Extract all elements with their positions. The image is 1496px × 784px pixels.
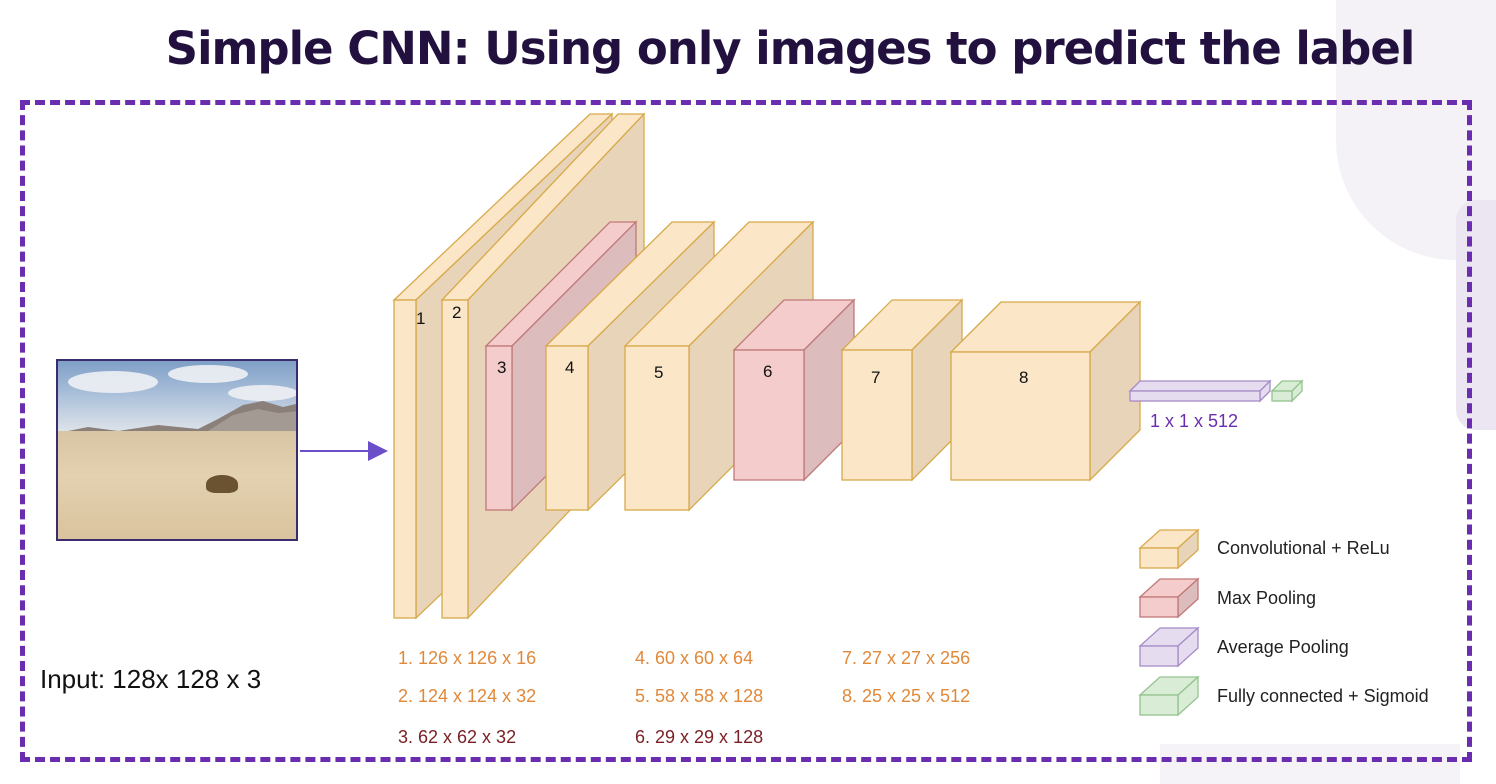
legend-icon-avg — [1138, 626, 1200, 668]
layer-1-number: 1 — [416, 309, 425, 328]
fully-connected-output — [1270, 379, 1304, 403]
layer-8-number: 8 — [1019, 368, 1028, 387]
layer-6-block — [732, 298, 856, 482]
average-pooling-vector-front-face — [1129, 390, 1261, 402]
legend-icon-fc — [1138, 675, 1200, 717]
legend-icon-conv-front-face — [1139, 547, 1179, 569]
layer-6-block-front-face — [733, 349, 805, 481]
dimension-label-8: 8. 25 x 25 x 512 — [842, 686, 971, 706]
fully-connected-output-front-face — [1271, 390, 1293, 402]
layer-5-number: 5 — [654, 363, 663, 382]
input-image — [56, 359, 298, 541]
dimension-label-1: 1. 126 x 126 x 16 — [398, 648, 537, 668]
input-size-label: Input: 128x 128 x 3 — [40, 664, 262, 694]
dimension-label-3: 3. 62 x 62 x 32 — [398, 727, 517, 747]
dimension-label-4: 4. 60 x 60 x 64 — [635, 648, 754, 668]
background-shape-right — [1456, 200, 1496, 430]
image-cloud — [168, 365, 248, 383]
legend-label-avg-pool: Average Pooling — [1217, 637, 1349, 657]
legend-icon-conv — [1138, 528, 1200, 570]
diagram-frame — [20, 100, 1472, 762]
image-cloud — [228, 385, 296, 401]
legend-label-max-pool: Max Pooling — [1217, 588, 1317, 608]
layer-7-block — [840, 298, 964, 482]
legend-icon-pool-front-face — [1139, 596, 1179, 618]
layer-3-block-front-face — [485, 345, 513, 511]
layer-3-number: 3 — [497, 358, 506, 377]
image-cloud — [68, 371, 158, 393]
dimension-label-6: 6. 29 x 29 x 128 — [635, 727, 764, 747]
vector-dimension-label: 1 x 1 x 512 — [1150, 411, 1238, 431]
layer-8-block — [949, 300, 1142, 482]
image-ground — [58, 431, 296, 539]
legend-icon-pool — [1138, 577, 1200, 619]
image-bush — [206, 475, 238, 493]
dimension-label-2: 2. 124 x 124 x 32 — [398, 686, 537, 706]
layer-8-block-front-face — [950, 351, 1091, 481]
legend-label-fc: Fully connected + Sigmoid — [1217, 686, 1429, 706]
dimension-label-7: 7. 27 x 27 x 256 — [842, 648, 971, 668]
legend-icon-fc-front-face — [1139, 694, 1179, 716]
layer-7-number: 7 — [871, 368, 880, 387]
legend-icons — [1138, 528, 1200, 717]
legend-icon-avg-front-face — [1139, 645, 1179, 667]
layer-7-block-front-face — [841, 349, 913, 481]
layer-1-block-front-face — [393, 299, 417, 619]
layer-2-block-front-face — [441, 299, 469, 619]
layer-5-block-front-face — [624, 345, 690, 511]
background-shape-bottom — [1160, 744, 1460, 784]
slide-title: Simple CNN: Using only images to predict… — [165, 22, 1416, 75]
layer-6-number: 6 — [763, 362, 772, 381]
layer-4-block-front-face — [545, 345, 589, 511]
layer-4-number: 4 — [565, 358, 574, 377]
dimension-label-5: 5. 58 x 58 x 128 — [635, 686, 764, 706]
average-pooling-vector — [1128, 379, 1272, 403]
legend-label-conv: Convolutional + ReLu — [1217, 538, 1390, 558]
average-pooling-vector-top-face — [1128, 380, 1272, 392]
layer-2-number: 2 — [452, 303, 461, 322]
